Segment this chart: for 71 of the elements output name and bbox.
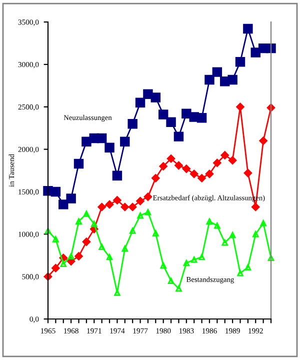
point xyxy=(128,118,138,129)
point xyxy=(152,174,160,182)
point xyxy=(204,74,214,85)
point xyxy=(183,260,190,266)
point xyxy=(244,264,252,270)
point xyxy=(150,92,161,102)
point xyxy=(213,158,222,167)
point xyxy=(66,194,76,204)
point xyxy=(58,200,68,210)
point xyxy=(68,253,74,260)
point xyxy=(104,142,114,152)
point xyxy=(168,278,174,284)
point xyxy=(205,170,214,178)
point xyxy=(160,262,166,269)
point xyxy=(252,231,259,238)
point xyxy=(250,48,260,58)
point xyxy=(106,254,113,260)
point xyxy=(98,202,106,212)
point xyxy=(159,162,168,170)
point xyxy=(120,202,130,212)
point xyxy=(260,220,266,226)
point xyxy=(244,168,252,178)
point xyxy=(158,110,168,120)
point xyxy=(83,210,90,217)
point xyxy=(220,151,229,160)
point xyxy=(137,212,144,219)
point xyxy=(44,228,52,234)
point xyxy=(129,228,136,234)
point xyxy=(76,218,82,225)
point xyxy=(128,202,137,212)
point xyxy=(135,98,146,108)
point xyxy=(166,117,176,127)
point xyxy=(144,192,152,201)
point xyxy=(229,232,236,238)
point xyxy=(259,136,268,145)
point xyxy=(266,43,276,54)
point xyxy=(166,154,176,163)
point xyxy=(243,24,253,34)
point xyxy=(174,132,184,142)
point xyxy=(198,174,206,182)
point xyxy=(91,220,98,228)
point xyxy=(136,196,144,206)
point xyxy=(105,200,114,209)
point xyxy=(112,170,122,180)
point xyxy=(190,170,198,178)
point xyxy=(206,218,213,225)
point xyxy=(60,260,67,267)
point xyxy=(182,164,191,173)
point xyxy=(52,264,60,272)
point xyxy=(144,208,152,216)
point xyxy=(74,158,84,169)
point xyxy=(228,74,238,85)
point xyxy=(120,136,130,147)
point xyxy=(235,57,246,67)
point xyxy=(198,254,205,260)
point xyxy=(113,196,122,204)
point xyxy=(96,133,107,144)
point xyxy=(82,238,91,246)
point xyxy=(268,254,274,262)
point xyxy=(196,113,207,123)
point xyxy=(174,161,183,170)
point xyxy=(228,156,237,164)
point xyxy=(190,256,198,263)
point xyxy=(251,202,260,212)
point xyxy=(74,252,83,260)
point xyxy=(236,102,244,111)
point xyxy=(82,136,92,147)
point xyxy=(50,186,61,197)
point xyxy=(212,67,222,77)
point xyxy=(122,245,128,252)
point xyxy=(176,285,182,292)
